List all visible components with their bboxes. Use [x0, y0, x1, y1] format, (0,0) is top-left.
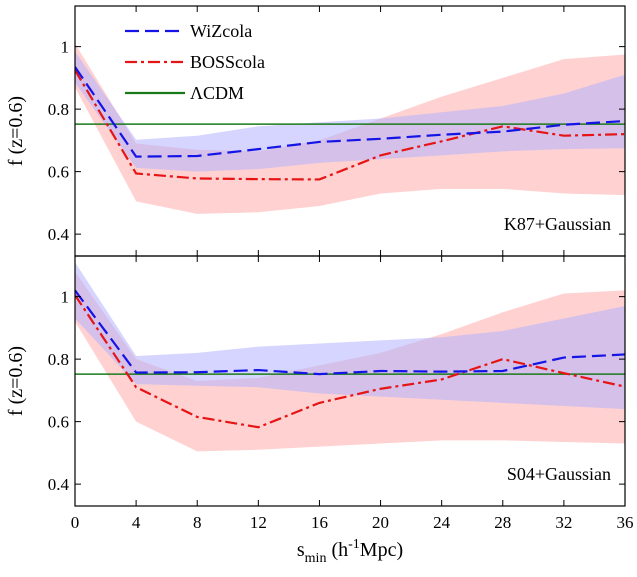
plot-area: [75, 262, 625, 452]
x-tick-label: 32: [555, 513, 572, 532]
wizcola-confidence-band: [75, 51, 625, 172]
panel-annotation: K87+Gaussian: [504, 214, 611, 234]
legend-label: BOSScola: [190, 52, 265, 72]
bosscola-line: [75, 294, 625, 429]
x-tick-label: 24: [433, 513, 451, 532]
x-tick-label: 0: [71, 513, 80, 532]
y-tick-label: 0.8: [48, 100, 69, 119]
legend-label: ΛCDM: [190, 83, 244, 103]
wizcola-line: [75, 66, 625, 158]
top-panel: 0.4 0.6 0.8 1 f (z=0.6) K87+Gaussian: [5, 5, 626, 257]
y-tick-label: 0.6: [48, 413, 69, 432]
y-tick-label: 0.4: [48, 475, 70, 494]
plot-area: [75, 43, 625, 214]
y-axis-label: f (z=0.6): [5, 346, 27, 416]
y-tick-label: 1: [61, 288, 70, 307]
y-axis-label: f (z=0.6): [5, 96, 27, 166]
legend: WiZcola BOSScola ΛCDM: [125, 21, 265, 103]
y-tick-label: 1: [61, 38, 70, 57]
panel-annotation: S04+Gaussian: [507, 464, 611, 484]
x-tick-label: 4: [132, 513, 141, 532]
y-tick-label: 0.6: [48, 163, 69, 182]
bosscola-confidence-band: [75, 43, 625, 214]
x-tick-label: 16: [311, 513, 328, 532]
x-tick-label: 28: [494, 513, 511, 532]
x-tick-label: 8: [193, 513, 202, 532]
x-tick-label: 36: [617, 513, 634, 532]
bottom-panel: 0.4 0.6 0.8 1 0 4 8 12 16 20 24 28 32 36 f (z=0.6) S04+…: [5, 255, 634, 532]
x-tick-label: 20: [372, 513, 389, 532]
wizcola-confidence-band: [75, 262, 625, 410]
legend-label: WiZcola: [190, 21, 252, 41]
x-axis-label: smin (h-1Mpc): [297, 537, 403, 566]
axes-frame: [74, 255, 626, 507]
wizcola-line: [75, 289, 625, 376]
y-tick-label: 0.4: [48, 225, 70, 244]
x-axis-title: smin (h-1Mpc): [297, 537, 403, 566]
y-tick-label: 0.8: [48, 350, 69, 369]
x-tick-label: 12: [250, 513, 267, 532]
